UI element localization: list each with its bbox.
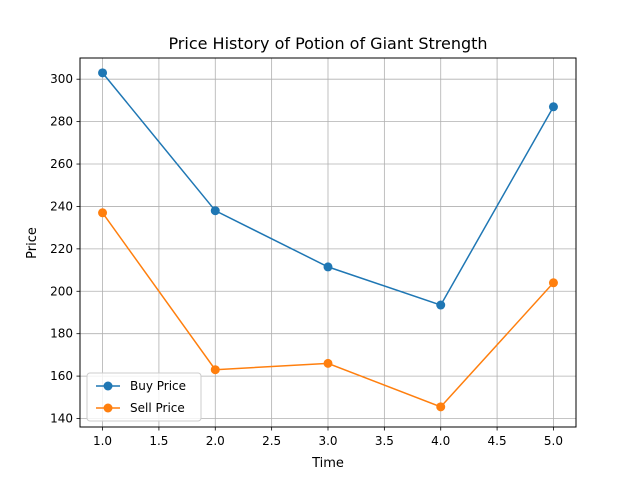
x-tick-label: 5.0 [544,434,563,448]
legend-label-buy-price: Buy Price [130,379,186,393]
data-point-sell-price [210,365,220,375]
data-point-buy-price [98,68,108,78]
y-tick-label: 160 [50,369,73,383]
data-point-buy-price [210,206,220,216]
x-tick-label: 3.0 [318,434,337,448]
y-tick-label: 140 [50,412,73,426]
x-tick-label: 3.5 [375,434,394,448]
y-tick-label: 220 [50,242,73,256]
x-tick-label: 2.0 [206,434,225,448]
x-axis-label: Time [311,456,344,471]
legend-marker-sell-price [103,403,113,413]
y-tick-label: 240 [50,199,73,213]
data-point-buy-price [548,102,558,112]
data-point-sell-price [98,208,108,218]
y-tick-label: 280 [50,115,73,129]
data-point-sell-price [323,358,333,368]
series-layer [98,68,558,412]
data-point-sell-price [548,278,558,288]
x-tick-label: 1.5 [149,434,168,448]
x-tick-label: 2.5 [262,434,281,448]
data-point-sell-price [436,402,446,412]
x-tick-label: 1.0 [93,434,112,448]
y-tick-label: 200 [50,284,73,298]
y-axis-label: Price [25,227,40,259]
legend-label-sell-price: Sell Price [130,401,185,415]
legend-marker-buy-price [103,381,113,391]
data-point-buy-price [323,262,333,272]
x-tick-label: 4.5 [488,434,507,448]
y-tick-label: 260 [50,157,73,171]
data-point-buy-price [436,300,446,310]
x-tick-label: 4.0 [431,434,450,448]
x-axis-ticks: 1.0 1.5 2.0 2.5 3.0 3.5 4.0 4.5 5.0 [93,427,563,448]
chart-title: Price History of Potion of Giant Strengt… [168,34,487,53]
grid [80,58,576,427]
y-tick-label: 180 [50,327,73,341]
y-tick-label: 300 [50,72,73,86]
y-axis-ticks: 140 160 180 200 220 240 260 280 300 [50,72,80,426]
legend-box [86,372,202,422]
legend: Buy Price Sell Price [86,372,202,422]
